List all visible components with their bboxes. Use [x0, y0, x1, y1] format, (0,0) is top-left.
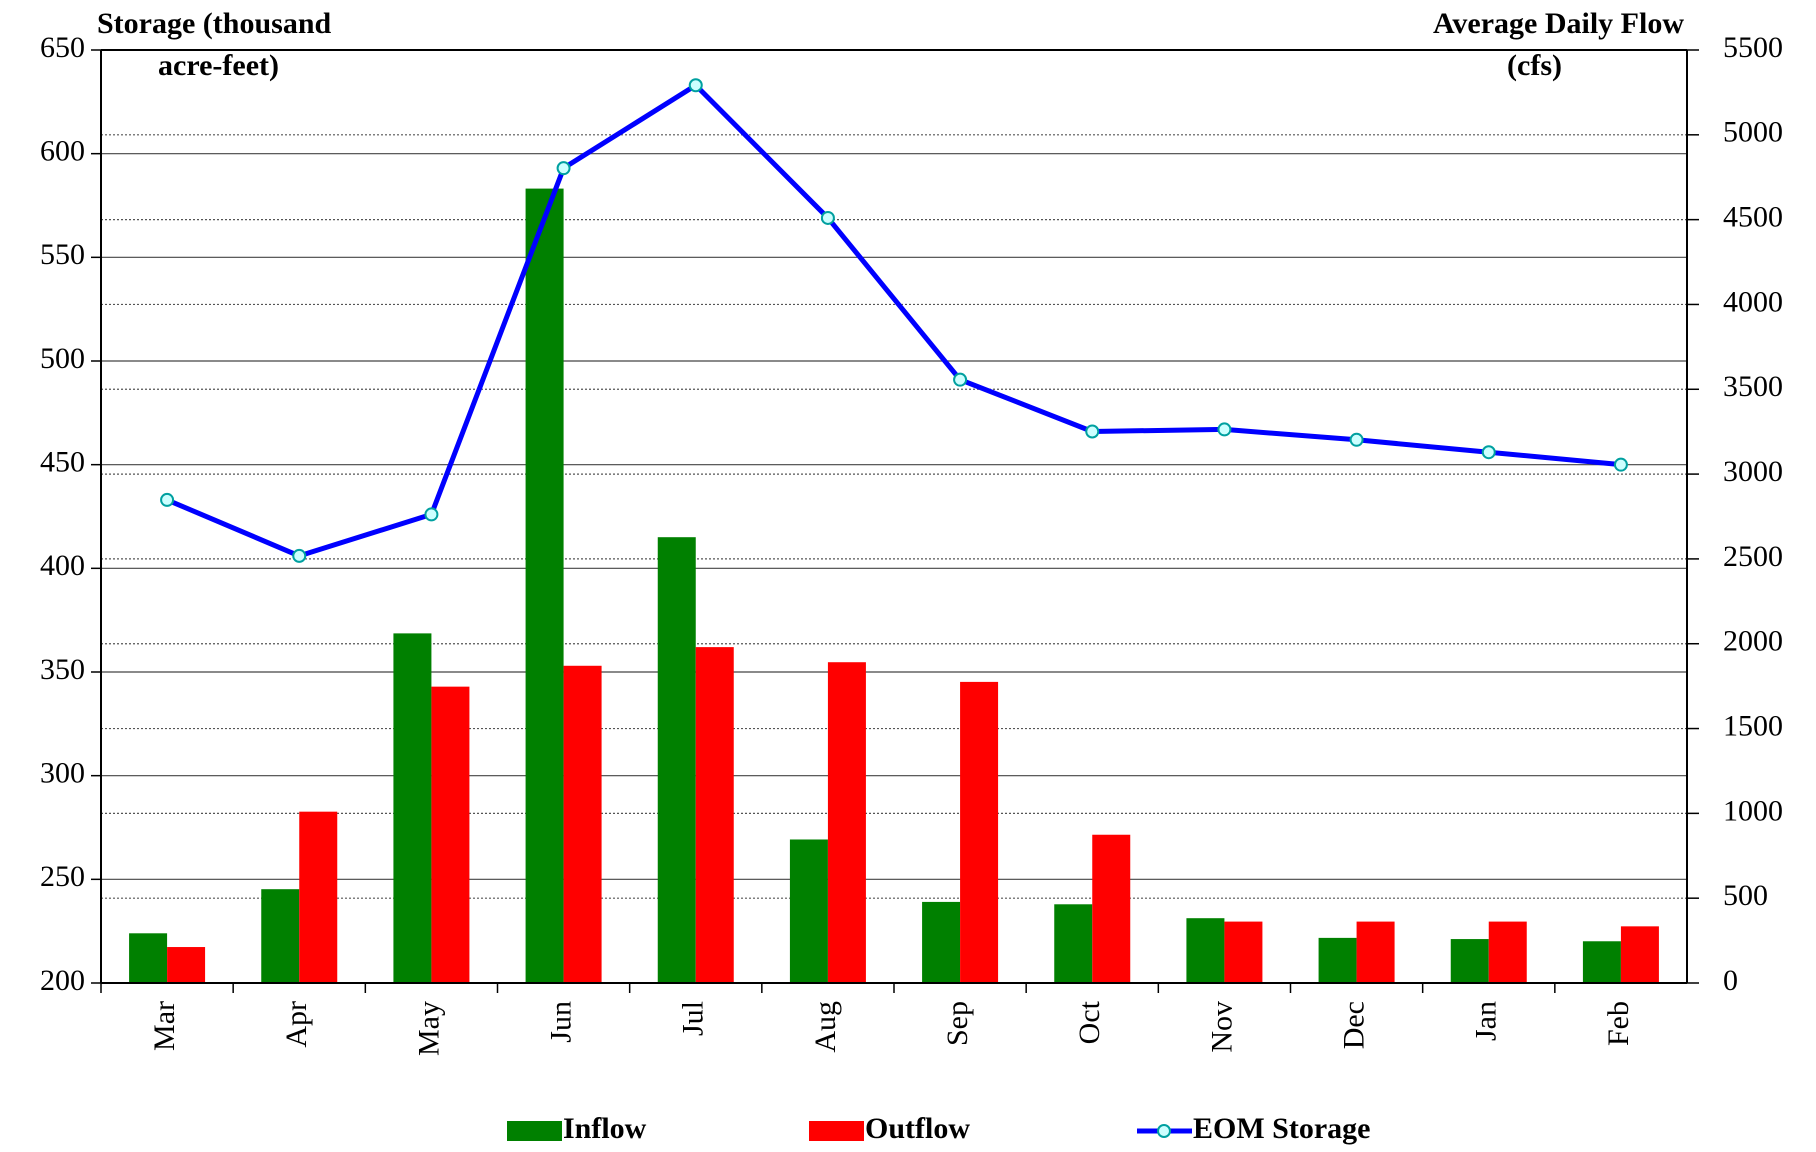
- bar: [1318, 937, 1357, 983]
- bar: [1224, 921, 1263, 983]
- y2-tick-label: 5000: [1723, 116, 1783, 149]
- y2-tick-label: 4500: [1723, 201, 1783, 234]
- legend-label: Inflow: [563, 1112, 647, 1145]
- x-tick-label: Dec: [1337, 1001, 1370, 1049]
- marker: [556, 161, 571, 176]
- bar: [393, 633, 432, 983]
- y2-tick-label: 3000: [1723, 455, 1783, 488]
- bar: [827, 662, 866, 983]
- y2-axis-title: Average Daily Flow: [1433, 7, 1684, 40]
- bar: [1054, 904, 1093, 983]
- y-tick-label: 550: [40, 238, 85, 271]
- y-axis-title: acre-feet): [158, 49, 279, 82]
- marker: [688, 78, 703, 93]
- y-tick-label: 650: [40, 31, 85, 64]
- bar: [563, 665, 602, 983]
- y-tick-label: 200: [40, 964, 85, 997]
- bar: [1186, 918, 1225, 983]
- y2-tick-label: 1000: [1723, 794, 1783, 827]
- y-axis-title: Storage (thousand: [97, 7, 332, 40]
- legend-label: Outflow: [865, 1112, 970, 1145]
- marker: [1613, 457, 1628, 472]
- bar: [167, 947, 206, 983]
- marker: [1349, 432, 1364, 447]
- line: [166, 82, 1622, 559]
- y2-tick-label: 5500: [1723, 31, 1783, 64]
- bar: [1488, 921, 1527, 983]
- x-tick-label: Jun: [544, 1001, 577, 1043]
- marker: [424, 507, 439, 522]
- marker: [160, 492, 175, 507]
- y2-tick-label: 2000: [1723, 625, 1783, 658]
- marker: [1085, 424, 1100, 439]
- y2-tick-label: 2500: [1723, 540, 1783, 573]
- y-tick-label: 400: [40, 549, 85, 582]
- bar: [525, 188, 564, 984]
- x-tick-label: May: [412, 1001, 445, 1056]
- bar: [261, 889, 300, 983]
- x-tick-label: Jul: [677, 1001, 710, 1036]
- bar: [129, 933, 168, 983]
- bar: [299, 811, 338, 983]
- bar: [1450, 939, 1489, 983]
- x-tick-label: Mar: [148, 1001, 181, 1051]
- x-tick-label: Aug: [809, 1001, 842, 1053]
- x-tick-label: Oct: [1073, 1000, 1106, 1044]
- bar: [695, 647, 734, 983]
- bar: [657, 537, 696, 983]
- marker: [1217, 422, 1232, 437]
- y-tick-label: 250: [40, 860, 85, 893]
- bar: [1582, 941, 1621, 983]
- y2-axis-title: (cfs): [1507, 49, 1562, 82]
- y-tick-label: 450: [40, 446, 85, 479]
- marker: [292, 548, 307, 563]
- y-tick-label: 350: [40, 653, 85, 686]
- y-tick-label: 500: [40, 342, 85, 375]
- y-tick-label: 300: [40, 757, 85, 790]
- y2-tick-label: 4000: [1723, 285, 1783, 318]
- x-tick-label: Nov: [1205, 1001, 1238, 1053]
- x-tick-label: Sep: [941, 1001, 974, 1046]
- x-tick-label: Apr: [280, 1001, 313, 1048]
- y2-tick-label: 500: [1723, 879, 1768, 912]
- legend-swatch: [809, 1121, 864, 1141]
- bar: [922, 901, 961, 983]
- bar: [431, 686, 470, 983]
- y2-tick-label: 0: [1723, 964, 1738, 997]
- legend-marker: [1157, 1124, 1171, 1138]
- bar: [1356, 921, 1395, 983]
- bar: [1092, 834, 1131, 983]
- bar: [789, 839, 828, 983]
- bar: [1620, 926, 1659, 983]
- legend-swatch: [507, 1121, 562, 1141]
- y-tick-label: 600: [40, 135, 85, 168]
- x-tick-label: Jan: [1470, 1001, 1503, 1041]
- marker: [820, 210, 835, 225]
- y2-tick-label: 3500: [1723, 370, 1783, 403]
- marker: [953, 372, 968, 387]
- bar: [960, 681, 999, 983]
- marker: [1481, 445, 1496, 460]
- x-tick-label: Feb: [1602, 1001, 1635, 1046]
- y2-tick-label: 1500: [1723, 709, 1783, 742]
- legend-label: EOM Storage: [1193, 1112, 1370, 1145]
